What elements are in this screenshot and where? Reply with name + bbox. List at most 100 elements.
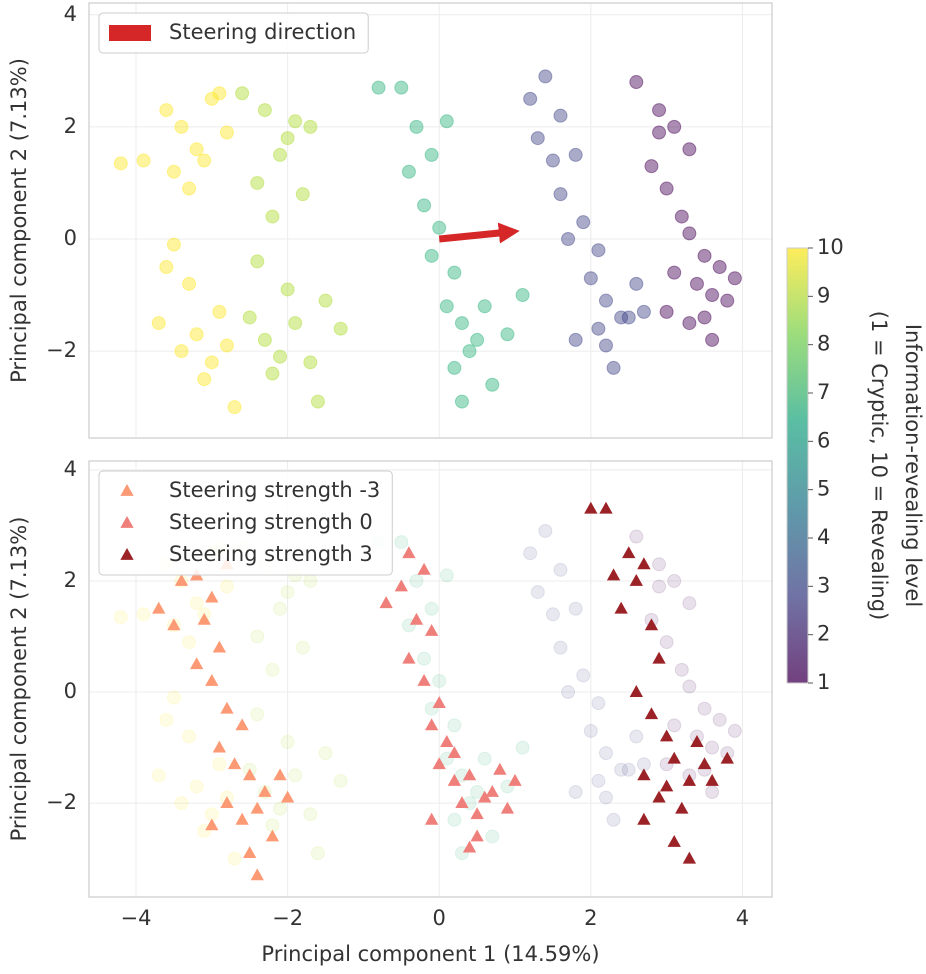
point: [500, 327, 515, 342]
point: [470, 785, 485, 800]
triangle-point: [243, 768, 257, 781]
point: [621, 762, 636, 777]
point: [553, 640, 568, 655]
point: [705, 332, 720, 347]
colorbar: [786, 247, 809, 684]
point: [303, 119, 318, 134]
point: [591, 321, 606, 336]
point: [682, 142, 697, 157]
point: [697, 248, 712, 263]
triangle-point: [500, 801, 515, 814]
point: [174, 344, 189, 359]
legend: Steering direction: [98, 12, 369, 54]
colorbar-tick-label: 6: [817, 428, 830, 452]
point: [659, 635, 674, 650]
point: [652, 579, 667, 594]
triangle-point: [493, 762, 507, 775]
colorbar-tick-label: 10: [817, 235, 844, 259]
axes-frame: [88, 460, 773, 898]
point: [303, 355, 318, 370]
point: [212, 757, 227, 772]
point: [614, 310, 629, 325]
triangle-point: [447, 773, 462, 786]
triangle-point: [629, 573, 643, 586]
point: [644, 159, 659, 174]
point: [667, 718, 682, 733]
triangle-point: [280, 790, 295, 803]
point: [485, 377, 500, 392]
point: [598, 746, 613, 761]
triangle-point: [402, 546, 416, 559]
triangle-point: [644, 618, 659, 631]
legend-label: Steering strength -3: [169, 478, 380, 502]
point: [280, 282, 295, 297]
point: [250, 629, 265, 644]
legend-swatch: [120, 516, 134, 528]
triangle-point: [417, 673, 431, 686]
point: [439, 114, 454, 129]
point: [288, 768, 303, 783]
point: [561, 231, 576, 246]
point: [219, 125, 234, 140]
point: [462, 344, 477, 359]
point: [530, 585, 545, 600]
triangle-point: [659, 729, 674, 742]
triangle-point: [265, 829, 280, 842]
point: [189, 779, 204, 794]
point: [333, 321, 348, 336]
triangle-point: [424, 812, 439, 825]
point: [682, 226, 697, 241]
point: [667, 573, 682, 588]
triangle-point: [478, 790, 492, 803]
point: [682, 596, 697, 611]
triangle-point: [235, 812, 249, 825]
point: [166, 690, 181, 705]
triangle-point: [424, 718, 439, 731]
point: [598, 790, 613, 805]
point: [674, 662, 689, 677]
point: [250, 707, 265, 722]
point: [515, 740, 530, 755]
triangle-point: [220, 701, 234, 714]
point: [219, 338, 234, 353]
point: [545, 153, 560, 168]
point: [166, 237, 181, 252]
triangle-point: [667, 835, 681, 847]
point: [242, 310, 257, 325]
point: [659, 304, 674, 319]
point: [273, 801, 288, 816]
colorbar-label: (1 = Cryptic, 10 = Revealing): [867, 311, 891, 620]
point: [568, 785, 583, 800]
triangle-point: [455, 796, 469, 809]
point: [310, 846, 325, 861]
x-axis-label: Principal component 1 (14.59%): [261, 942, 599, 966]
point: [576, 668, 591, 683]
point: [189, 596, 204, 611]
triangle-point: [235, 718, 249, 731]
point: [280, 735, 295, 750]
legend-label: Steering strength 0: [169, 510, 373, 534]
triangle-point: [205, 818, 219, 831]
triangle-point: [432, 696, 446, 709]
triangle-point: [417, 562, 431, 575]
point: [538, 523, 553, 538]
triangle-point: [705, 773, 719, 786]
point: [659, 181, 674, 196]
point: [189, 142, 204, 157]
point: [136, 607, 151, 622]
triangle-point: [644, 707, 659, 720]
point: [629, 729, 644, 744]
point: [447, 360, 462, 375]
point: [606, 812, 621, 827]
point: [417, 651, 432, 666]
y-axis-label: Principal component 2 (7.13%): [7, 517, 31, 842]
point: [273, 147, 288, 162]
point: [697, 701, 712, 716]
triangle-point: [250, 868, 264, 881]
point: [371, 80, 386, 95]
legend: Steering strength -3 Steering strength 0 S…: [98, 470, 393, 576]
point: [447, 265, 462, 280]
point: [689, 276, 704, 291]
point: [568, 147, 583, 162]
y-tick-label: 4: [64, 2, 77, 26]
